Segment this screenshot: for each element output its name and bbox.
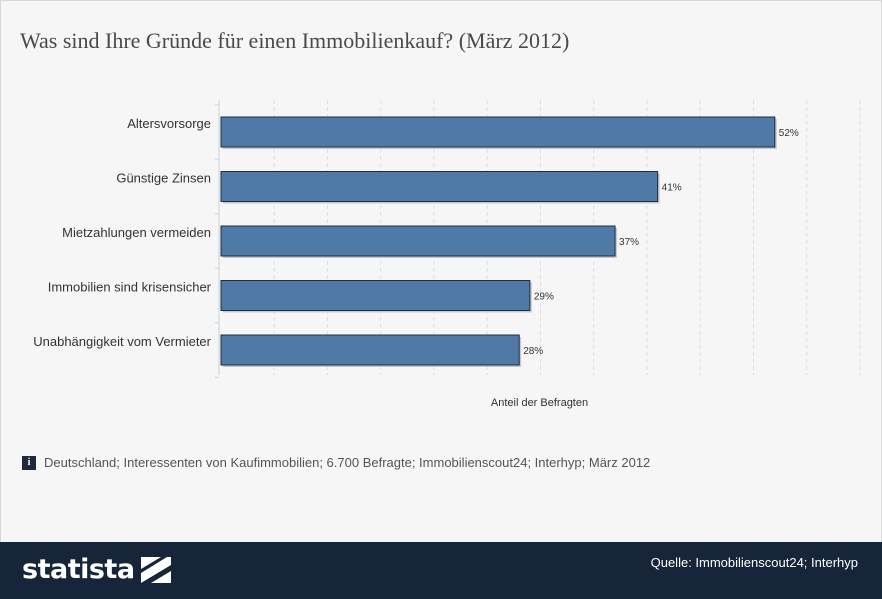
bar [220,280,531,311]
statista-logo-icon [140,556,171,583]
logo-text: statista [22,554,135,585]
info-icon[interactable]: i [22,455,36,470]
bar [220,116,776,148]
statista-logo[interactable]: statista [22,554,171,585]
data-label: 29% [534,292,554,303]
category-label: Mietzahlungen vermeiden [62,225,211,240]
data-label: 52% [779,128,799,139]
footer: statista Quelle: Immobilienscout24; Inte… [0,542,882,599]
category-label: Günstige Zinsen [116,171,211,186]
bar [220,171,659,202]
data-label: 41% [662,183,682,194]
chart-note: i Deutschland; Interessenten von Kaufimm… [22,455,650,470]
category-label: Immobilien sind krisensicher [48,280,212,295]
category-label: Altersvorsorge [127,116,211,131]
x-axis-label: Anteil der Befragten [491,397,588,409]
category-label: Unabhängigkeit vom Vermieter [33,334,211,349]
data-label: 28% [523,346,543,357]
bar [220,225,616,257]
note-text: Deutschland; Interessenten von Kaufimmob… [44,455,651,470]
chart-title: Was sind Ihre Gründe für einen Immobilie… [20,28,570,53]
bar-chart: Altersvorsorge 52% Günstige Zinsen 41% Mietz… [33,100,861,409]
data-label: 37% [619,237,639,248]
source-text: Quelle: Immobilienscout24; Interhyp [650,555,858,570]
bar [220,334,520,366]
